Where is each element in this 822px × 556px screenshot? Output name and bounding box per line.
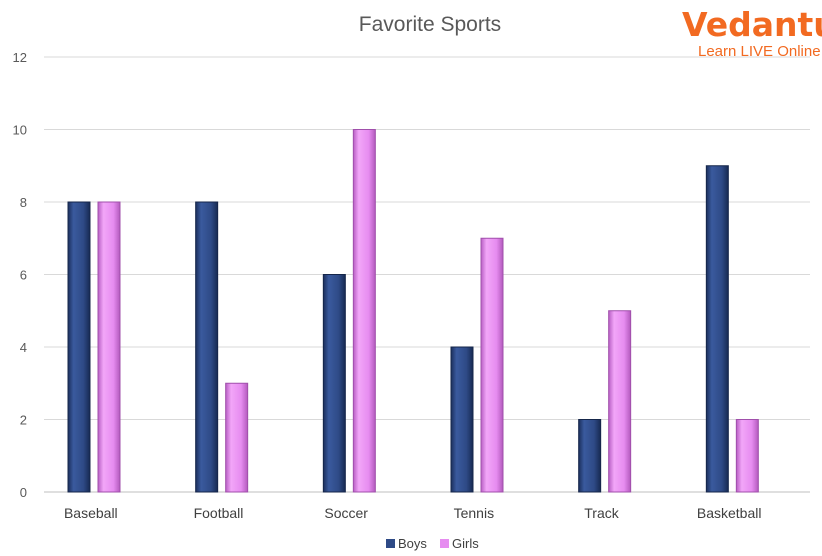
x-tick-label: Tennis xyxy=(454,505,494,521)
x-tick-label: Track xyxy=(584,505,619,521)
x-tick-label: Baseball xyxy=(64,505,118,521)
y-tick-label: 10 xyxy=(13,123,27,138)
bar-girls-football xyxy=(225,382,249,493)
bars xyxy=(67,129,759,493)
x-tick-label: Football xyxy=(194,505,244,521)
y-tick-label: 2 xyxy=(20,413,27,428)
bar-girls-basketball xyxy=(735,419,759,493)
svg-text:Vedantu: Vedantu xyxy=(682,5,822,44)
x-tick-label: Basketball xyxy=(697,505,762,521)
legend-label-boys: Boys xyxy=(398,536,427,551)
y-axis-ticks: 0 2 4 6 8 10 12 xyxy=(13,50,27,500)
legend-swatch-girls xyxy=(440,539,449,548)
bar-boys-soccer xyxy=(322,274,346,493)
bar-boys-tennis xyxy=(450,346,474,493)
bar-boys-football xyxy=(195,201,219,493)
bar-girls-baseball xyxy=(97,201,121,493)
bar-girls-track xyxy=(608,310,632,493)
x-axis-ticks: Baseball Football Soccer Tennis Track Basketb… xyxy=(64,505,761,521)
chart-title: Favorite Sports xyxy=(359,13,501,36)
vedantu-logo: Vedantu Learn LIVE Online xyxy=(682,5,822,60)
legend: Boys Girls xyxy=(386,536,479,551)
y-tick-label: 4 xyxy=(20,340,27,355)
y-tick-label: 12 xyxy=(13,50,27,65)
bar-girls-soccer xyxy=(352,129,376,493)
y-tick-label: 6 xyxy=(20,268,27,283)
y-tick-label: 0 xyxy=(20,485,27,500)
y-tick-label: 8 xyxy=(20,195,27,210)
legend-swatch-boys xyxy=(386,539,395,548)
bar-boys-basketball xyxy=(705,165,729,493)
legend-label-girls: Girls xyxy=(452,536,479,551)
bar-girls-tennis xyxy=(480,237,504,493)
gridlines xyxy=(44,56,810,493)
bar-boys-baseball xyxy=(67,201,91,493)
svg-text:Learn LIVE Online: Learn LIVE Online xyxy=(698,43,821,60)
x-tick-label: Soccer xyxy=(324,505,368,521)
bar-boys-track xyxy=(578,419,602,493)
